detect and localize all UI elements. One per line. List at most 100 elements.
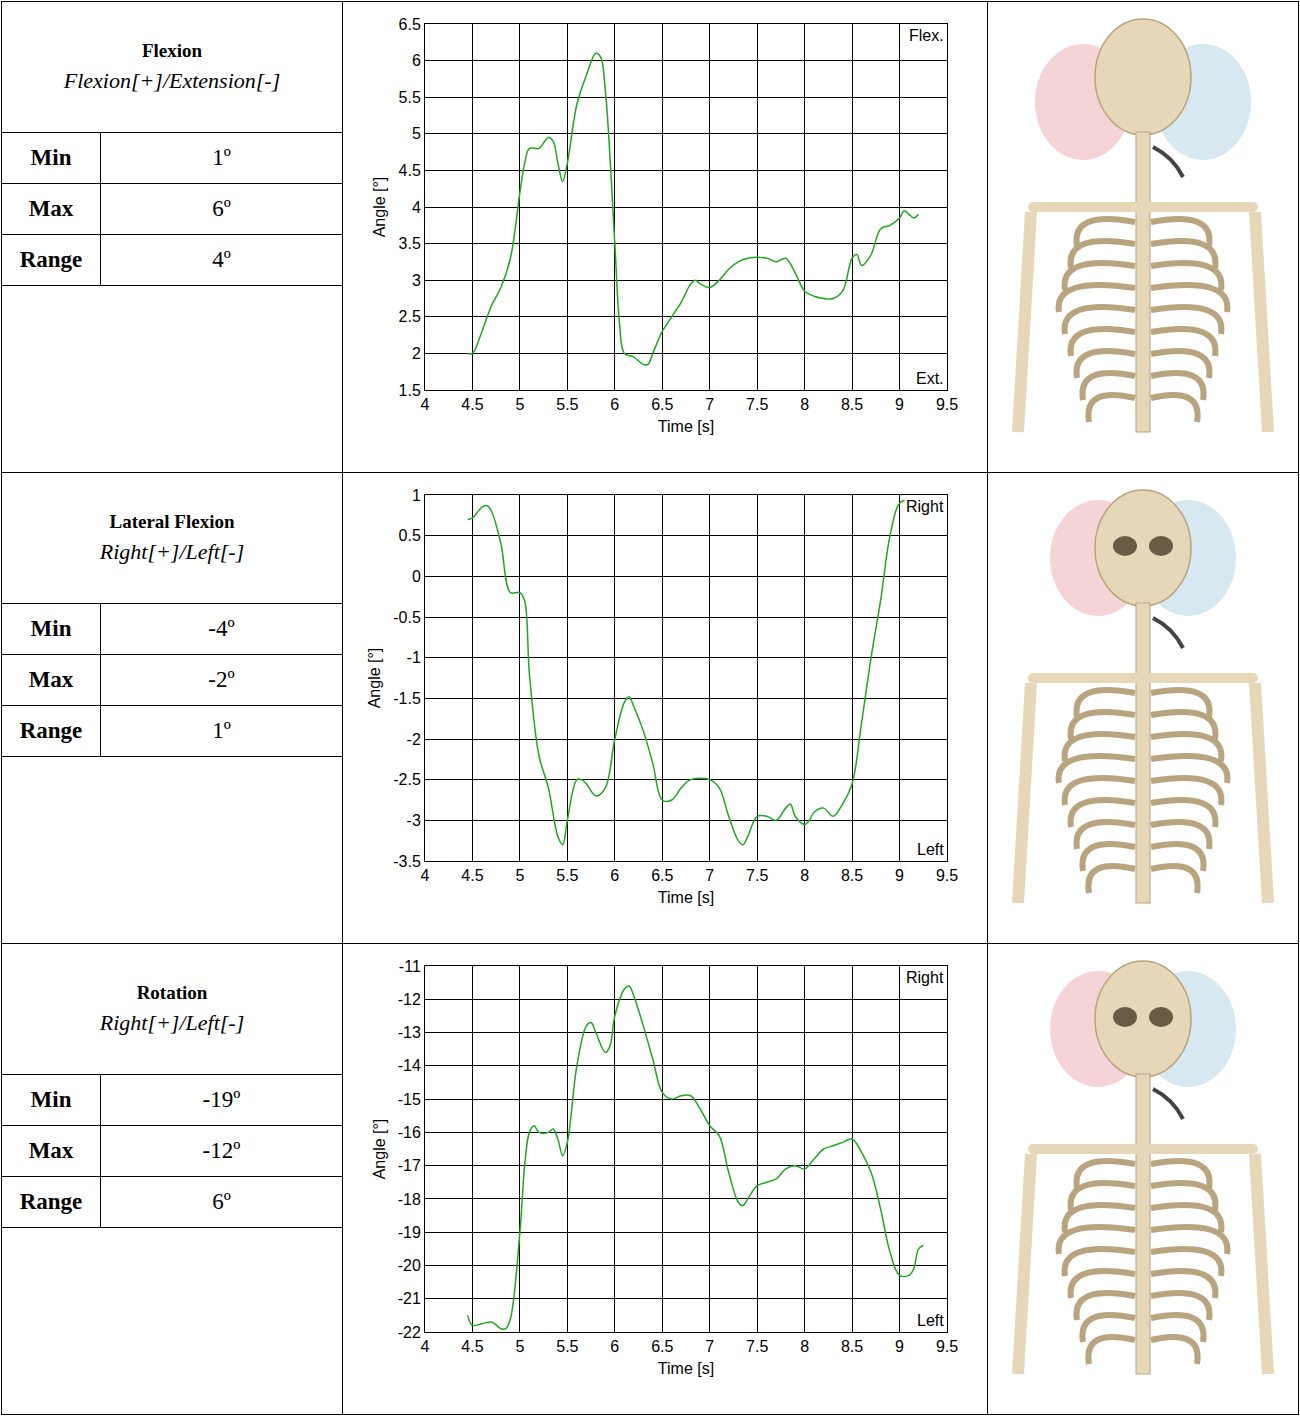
svg-text:4: 4: [412, 199, 421, 216]
svg-text:-13: -13: [398, 1024, 421, 1041]
svg-text:4.5: 4.5: [399, 162, 421, 179]
svg-text:8: 8: [800, 1338, 809, 1355]
svg-text:9: 9: [895, 867, 904, 884]
svg-text:Angle [°]: Angle [°]: [371, 1119, 388, 1180]
svg-text:6.5: 6.5: [651, 1338, 673, 1355]
svg-text:6: 6: [610, 1338, 619, 1355]
html-text:Range: Range: [19, 247, 83, 272]
svg-text:Time [s]: Time [s]: [658, 889, 714, 906]
svg-text:6.5: 6.5: [399, 16, 421, 33]
svg-text:6: 6: [412, 52, 421, 69]
svg-text:8: 8: [800, 867, 809, 884]
html-text:Rotation: Rotation: [136, 982, 208, 1003]
svg-text:Time [s]: Time [s]: [658, 1360, 714, 1377]
svg-text:4: 4: [421, 1338, 430, 1355]
svg-text:-18: -18: [398, 1191, 421, 1208]
html-text:Max: Max: [28, 667, 74, 692]
svg-text:6: 6: [610, 396, 619, 413]
svg-text:4.5: 4.5: [461, 1338, 483, 1355]
svg-text:-2.5: -2.5: [393, 771, 421, 788]
html-text:Right[+]/Left[-]: Right[+]/Left[-]: [99, 1010, 245, 1035]
svg-text:9: 9: [895, 1338, 904, 1355]
svg-text:6.5: 6.5: [651, 867, 673, 884]
svg-text:Left: Left: [917, 841, 944, 858]
svg-text:9.5: 9.5: [936, 396, 958, 413]
svg-text:4.5: 4.5: [461, 396, 483, 413]
html-text:Min: Min: [30, 145, 72, 170]
html-text:-12º: -12º: [202, 1138, 241, 1163]
svg-text:3: 3: [412, 272, 421, 289]
svg-text:Right: Right: [906, 969, 944, 986]
svg-text:Right: Right: [906, 498, 944, 515]
svg-text:2.5: 2.5: [399, 308, 421, 325]
html-text:Range: Range: [19, 1189, 83, 1214]
svg-text:-14: -14: [398, 1057, 421, 1074]
svg-text:Ext.: Ext.: [916, 370, 944, 387]
svg-text:8.5: 8.5: [841, 867, 863, 884]
svg-text:0.5: 0.5: [399, 527, 421, 544]
svg-text:7: 7: [705, 1338, 714, 1355]
svg-text:9.5: 9.5: [936, 867, 958, 884]
svg-text:5: 5: [515, 1338, 524, 1355]
svg-text:-3.5: -3.5: [393, 853, 421, 870]
svg-text:5: 5: [515, 396, 524, 413]
svg-text:3.5: 3.5: [399, 235, 421, 252]
svg-text:-15: -15: [398, 1091, 421, 1108]
html-text:-4º: -4º: [208, 616, 235, 641]
svg-text:0: 0: [412, 568, 421, 585]
svg-text:Flex.: Flex.: [909, 27, 944, 44]
html-text:Lateral Flexion: Lateral Flexion: [109, 511, 235, 532]
svg-text:-19: -19: [398, 1224, 421, 1241]
svg-text:-12: -12: [398, 991, 421, 1008]
html-text:Flexion: Flexion: [141, 40, 203, 61]
svg-text:-21: -21: [398, 1290, 421, 1307]
svg-text:-16: -16: [398, 1124, 421, 1141]
html-text:Flexion[+]/Extension[-]: Flexion[+]/Extension[-]: [63, 68, 281, 93]
svg-text:9.5: 9.5: [936, 1338, 958, 1355]
svg-text:-11: -11: [399, 958, 421, 975]
svg-text:-1.5: -1.5: [393, 690, 421, 707]
svg-text:-1: -1: [407, 649, 421, 666]
html-text:Min: Min: [30, 616, 72, 641]
svg-text:7: 7: [705, 867, 714, 884]
svg-text:8.5: 8.5: [841, 396, 863, 413]
svg-text:2: 2: [412, 345, 421, 362]
svg-text:4: 4: [421, 867, 430, 884]
svg-text:5: 5: [412, 125, 421, 142]
svg-text:7.5: 7.5: [746, 1338, 768, 1355]
svg-text:Time [s]: Time [s]: [658, 418, 714, 435]
svg-text:6.5: 6.5: [651, 396, 673, 413]
svg-text:4: 4: [421, 396, 430, 413]
svg-text:5.5: 5.5: [556, 1338, 578, 1355]
svg-text:Angle [°]: Angle [°]: [366, 648, 383, 709]
html-text:-2º: -2º: [208, 667, 235, 692]
svg-text:8.5: 8.5: [841, 1338, 863, 1355]
svg-text:1: 1: [412, 487, 421, 504]
svg-text:7: 7: [705, 396, 714, 413]
svg-text:-20: -20: [398, 1257, 421, 1274]
svg-text:7.5: 7.5: [746, 867, 768, 884]
html-text:Range: Range: [19, 718, 83, 743]
svg-text:-0.5: -0.5: [393, 609, 421, 626]
html-text:Max: Max: [28, 1138, 74, 1163]
svg-text:-2: -2: [407, 731, 421, 748]
svg-text:6: 6: [610, 867, 619, 884]
html-text:Right[+]/Left[-]: Right[+]/Left[-]: [99, 539, 245, 564]
html-text:Max: Max: [28, 196, 74, 221]
html-text:Min: Min: [30, 1087, 72, 1112]
svg-text:-22: -22: [398, 1324, 421, 1341]
svg-text:5.5: 5.5: [556, 867, 578, 884]
svg-text:1.5: 1.5: [399, 382, 421, 399]
svg-text:9: 9: [895, 396, 904, 413]
svg-text:4.5: 4.5: [461, 867, 483, 884]
svg-text:-3: -3: [407, 812, 421, 829]
svg-text:8: 8: [800, 396, 809, 413]
html-text:-19º: -19º: [202, 1087, 241, 1112]
svg-text:5: 5: [515, 867, 524, 884]
svg-text:5.5: 5.5: [399, 89, 421, 106]
svg-text:Left: Left: [917, 1312, 944, 1329]
svg-text:5.5: 5.5: [556, 396, 578, 413]
svg-text:Angle [°]: Angle [°]: [371, 177, 388, 238]
svg-text:-17: -17: [398, 1157, 421, 1174]
svg-text:7.5: 7.5: [746, 396, 768, 413]
